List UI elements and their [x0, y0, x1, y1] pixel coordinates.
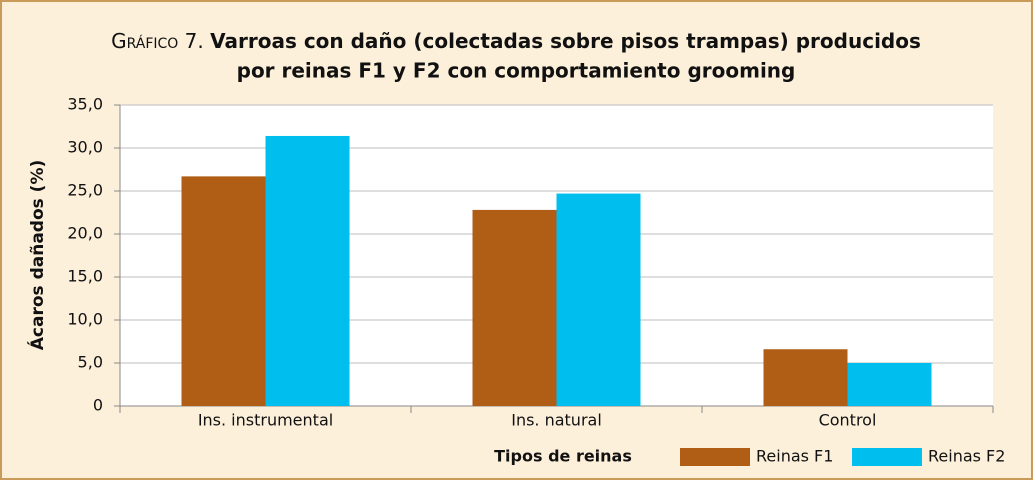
x-axis-label: Tipos de reinas: [494, 447, 632, 466]
x-tick-label: Ins. natural: [511, 411, 602, 430]
bar: [181, 176, 266, 406]
x-tick-label: Ins. instrumental: [198, 411, 333, 430]
chart-title: Gráfico 7. Varroas con daño (colectadas …: [111, 29, 921, 53]
bar: [556, 193, 641, 406]
title-line: por reinas F1 y F2 con comportamiento gr…: [237, 59, 796, 83]
y-tick-label: 15,0: [67, 267, 103, 286]
title-line: Varroas con daño (colectadas sobre pisos…: [210, 29, 921, 53]
y-tick-label: 25,0: [67, 181, 103, 200]
bar: [847, 363, 932, 406]
y-tick-label: 0: [93, 396, 103, 415]
legend-swatch: [680, 448, 750, 466]
y-tick-label: 10,0: [67, 310, 103, 329]
y-tick-label: 20,0: [67, 224, 103, 243]
y-tick-label: 5,0: [78, 353, 103, 372]
legend-swatch: [852, 448, 922, 466]
x-tick-label: Control: [819, 411, 877, 430]
y-axis-label: Ácaros dañados (%): [26, 160, 48, 350]
bar: [472, 209, 557, 406]
y-tick-label: 35,0: [67, 95, 103, 114]
legend-label: Reinas F1: [756, 447, 833, 466]
y-tick-label: 30,0: [67, 138, 103, 157]
bar: [763, 349, 848, 406]
title-prefix: Gráfico 7.: [111, 29, 204, 53]
legend-label: Reinas F2: [928, 447, 1005, 466]
bar: [265, 135, 350, 406]
